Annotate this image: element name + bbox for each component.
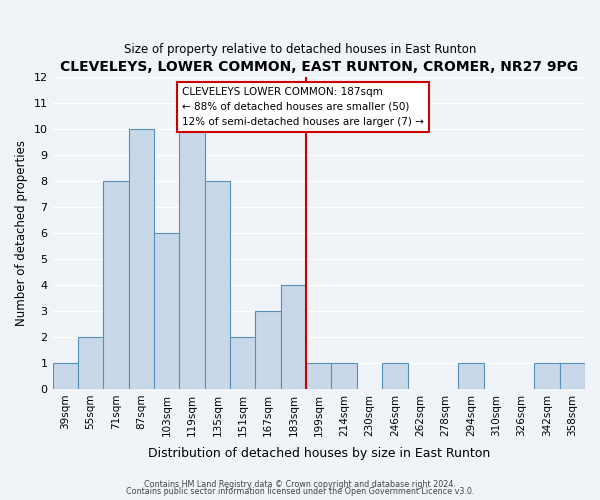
Bar	[154, 232, 179, 389]
Title: CLEVELEYS, LOWER COMMON, EAST RUNTON, CROMER, NR27 9PG: CLEVELEYS, LOWER COMMON, EAST RUNTON, CR…	[60, 60, 578, 74]
Bar	[306, 363, 331, 389]
Text: Contains public sector information licensed under the Open Government Licence v3: Contains public sector information licen…	[126, 487, 474, 496]
X-axis label: Distribution of detached houses by size in East Runton: Distribution of detached houses by size …	[148, 447, 490, 460]
Bar	[205, 180, 230, 389]
Y-axis label: Number of detached properties: Number of detached properties	[15, 140, 28, 326]
Bar	[458, 363, 484, 389]
Bar	[78, 337, 103, 389]
Bar	[256, 311, 281, 389]
Text: Size of property relative to detached houses in East Runton: Size of property relative to detached ho…	[124, 42, 476, 56]
Bar	[382, 363, 407, 389]
Bar	[534, 363, 560, 389]
Bar	[53, 363, 78, 389]
Bar	[128, 128, 154, 389]
Bar	[560, 363, 585, 389]
Bar	[281, 285, 306, 389]
Text: CLEVELEYS LOWER COMMON: 187sqm
← 88% of detached houses are smaller (50)
12% of : CLEVELEYS LOWER COMMON: 187sqm ← 88% of …	[182, 87, 424, 126]
Bar	[103, 180, 128, 389]
Bar	[230, 337, 256, 389]
Bar	[331, 363, 357, 389]
Bar	[179, 128, 205, 389]
Text: Contains HM Land Registry data © Crown copyright and database right 2024.: Contains HM Land Registry data © Crown c…	[144, 480, 456, 489]
